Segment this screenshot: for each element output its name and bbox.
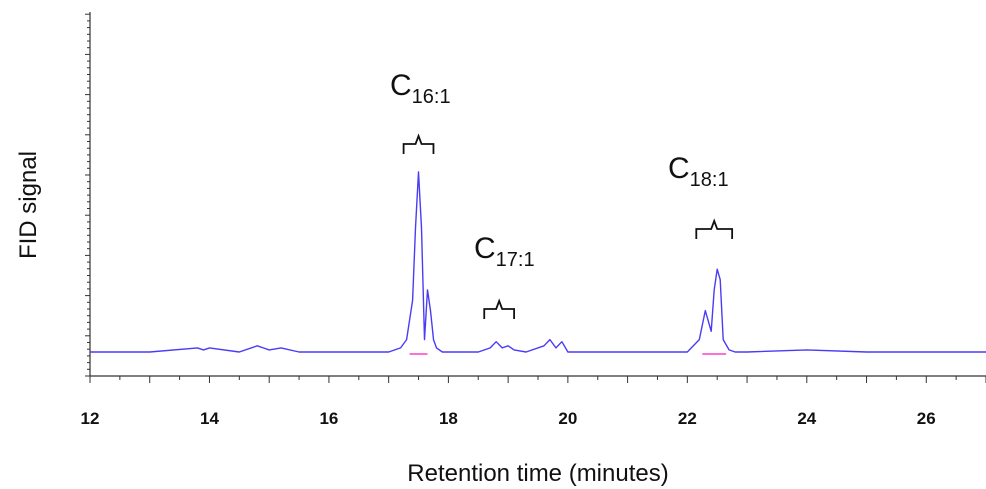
x-tick-label: 12 — [81, 409, 100, 428]
x-tick-label: 26 — [917, 409, 936, 428]
x-axis: 12 14 16 18 20 22 24 26 — [81, 375, 986, 428]
peak-label-main: C — [390, 69, 412, 102]
peak-label: C16:1 — [390, 69, 451, 108]
x-tick-label: 24 — [797, 409, 816, 428]
peak-label-subscript: 16:1 — [412, 86, 451, 108]
x-axis-title: Retention time (minutes) — [407, 460, 668, 487]
fid-signal-line — [90, 171, 986, 353]
peak-label-subscript: 18:1 — [690, 169, 729, 191]
x-tick-label: 20 — [558, 409, 577, 428]
x-tick-label: 14 — [200, 409, 219, 428]
peak-label-subscript: 17:1 — [496, 249, 535, 271]
x-tick-label: 18 — [439, 409, 458, 428]
x-tick-label: 16 — [319, 409, 338, 428]
peak-bracket — [402, 133, 435, 154]
peak-bracket — [695, 218, 734, 239]
peak-label: C18:1 — [668, 152, 729, 191]
y-axis — [85, 12, 91, 377]
peak-label-main: C — [474, 232, 496, 265]
series-group — [90, 171, 986, 353]
peak-label: C17:1 — [474, 232, 535, 271]
x-tick-label: 22 — [678, 409, 697, 428]
y-axis-title: FID signal — [15, 151, 42, 259]
peak-label-main: C — [668, 152, 690, 185]
peak-bracket — [483, 298, 516, 319]
